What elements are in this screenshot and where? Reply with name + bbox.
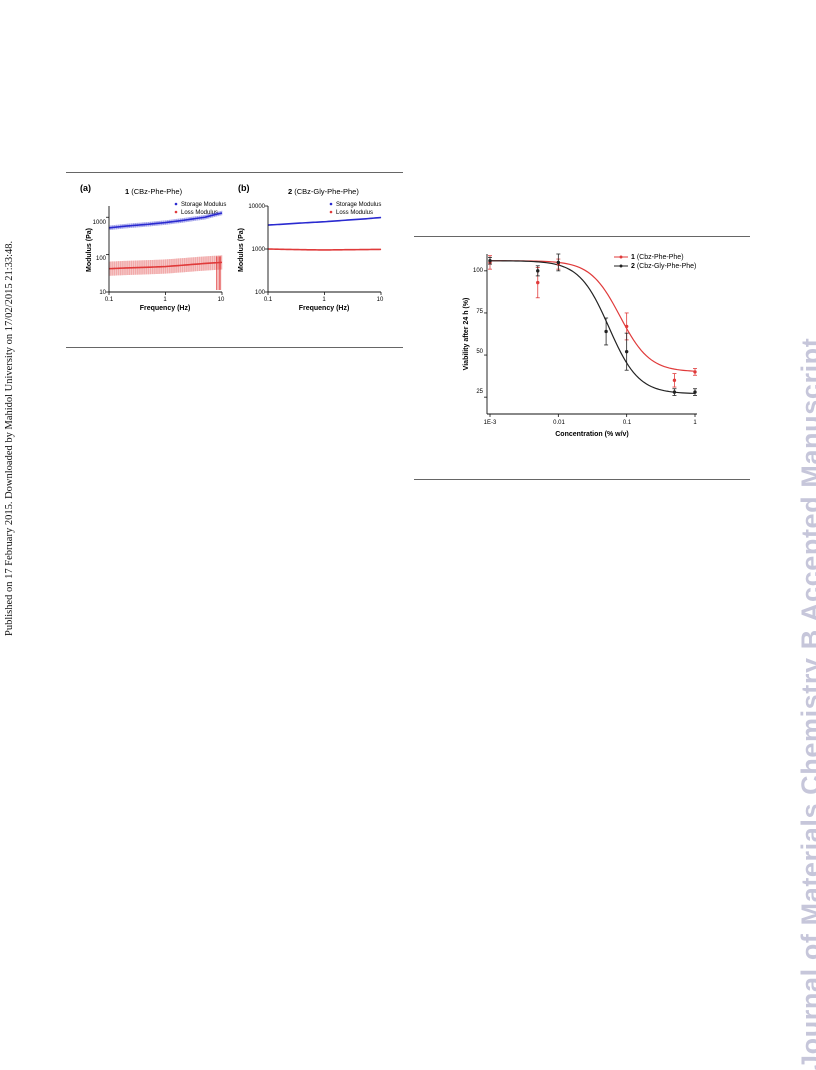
panel-a-legend-loss: Loss Modulus [181, 210, 218, 216]
panel-b-loss-modulus-line [267, 248, 382, 251]
panel-b-xtick-10: 10 [377, 297, 384, 303]
panel-b-legend-storage-marker [329, 202, 333, 206]
rule-right-bottom [414, 479, 750, 480]
panel-b-storage-modulus-line [267, 216, 382, 226]
viability-ylabel: Viability after 24 h (%) [463, 298, 470, 371]
panel-a-ytick-1000: 1000 [93, 220, 107, 226]
legend-1-label: 1 (Cbz-Phe-Phe) [631, 254, 684, 261]
legend-2-num: 2 [631, 263, 635, 270]
viability-ytick-50: 50 [476, 349, 483, 355]
viability-xtick-0.1: 0.1 [623, 420, 632, 426]
viability-xtick-0.01: 0.01 [553, 420, 565, 426]
panel-b-xlabel: Frequency (Hz) [299, 305, 350, 312]
panel-a-loss-modulus-line [108, 261, 223, 270]
panel-a-title-text: (CBz-Phe-Phe) [129, 187, 182, 196]
panel-a-ylabel: Modulus (Pa) [86, 228, 93, 272]
series-1-point [536, 280, 540, 285]
series-2-point [693, 390, 697, 394]
panel-a-xlabel: Frequency (Hz) [140, 305, 191, 312]
panel-a-xtick-0.1: 0.1 [105, 297, 114, 303]
panel-a-legend-storage-marker [174, 202, 178, 206]
panel-a-label: (a) [80, 183, 91, 193]
panel-a-title-num: 1 [125, 187, 129, 196]
panel-b-xtick-1: 1 [322, 297, 326, 303]
panel-a-title: 1 (CBz-Phe-Phe) [125, 187, 183, 196]
panel-a-xtick-1: 1 [163, 297, 167, 303]
series-2-point [536, 269, 540, 273]
viability-xlabel: Concentration (% w/v) [555, 431, 629, 438]
panel-a-legend-storage: Storage Modulus [181, 202, 226, 208]
panel-a-xtick-10: 10 [218, 297, 225, 303]
panel-b-legend-loss-marker [329, 210, 333, 214]
viability-xtick-1: 1 [693, 420, 697, 426]
series-1-point [672, 378, 677, 383]
panel-b-legend-storage: Storage Modulus [336, 202, 381, 208]
panel-a-ytick-100: 100 [96, 256, 107, 262]
legend-1-marker [619, 255, 623, 259]
panel-b-ytick-10000: 10000 [248, 204, 265, 210]
panel-b-xtick-0.1: 0.1 [264, 297, 273, 303]
panel-b-plot-area [265, 205, 382, 295]
series-2-point [556, 260, 561, 265]
viability-ytick-25: 25 [476, 389, 483, 395]
legend-1-num: 1 [631, 254, 635, 261]
rule-left-bottom [66, 347, 403, 348]
viability-xtick-1e-3: 1E-3 [484, 420, 497, 426]
rule-right-top [414, 236, 750, 237]
fit-curve-2 [489, 260, 696, 394]
panel-b-label: (b) [238, 183, 250, 193]
panel-b-ylabel: Modulus (Pa) [238, 228, 245, 272]
rule-left-top [66, 172, 403, 173]
panel-b-ytick-100: 100 [255, 290, 266, 296]
panel-a-loss-modulus-error-band [109, 255, 222, 276]
viability-plot-area [484, 253, 697, 417]
series-2-point [672, 390, 677, 394]
viability-ytick-75: 75 [476, 309, 483, 315]
legend-2-label: 2 (Cbz-Gly-Phe-Phe) [631, 263, 696, 270]
panel-b-ytick-1000: 1000 [252, 247, 266, 253]
series-1-point [624, 324, 629, 329]
viability-ytick-100: 100 [473, 268, 484, 274]
legend-2-marker [619, 264, 623, 268]
panel-b-legend-loss: Loss Modulus [336, 210, 373, 216]
fit-curve-1 [489, 260, 696, 372]
legend-1-text: (Cbz-Phe-Phe) [635, 254, 684, 261]
series-2-point [624, 349, 629, 354]
panel-b-title-num: 2 [288, 187, 292, 196]
series-2-point [604, 329, 608, 334]
panel-b-title-text: (CBz-Gly-Phe-Phe) [292, 187, 359, 196]
panel-a-ytick-10: 10 [99, 290, 106, 296]
series-2-point [488, 259, 492, 263]
panel-a-storage-modulus-line [108, 212, 223, 229]
series-1-point [693, 370, 697, 374]
panel-a-legend-loss-marker [174, 210, 178, 214]
panel-b-title: 2 (CBz-Gly-Phe-Phe) [288, 187, 359, 196]
legend-2-text: (Cbz-Gly-Phe-Phe) [635, 263, 696, 270]
panel-a-plot-area [106, 210, 223, 295]
